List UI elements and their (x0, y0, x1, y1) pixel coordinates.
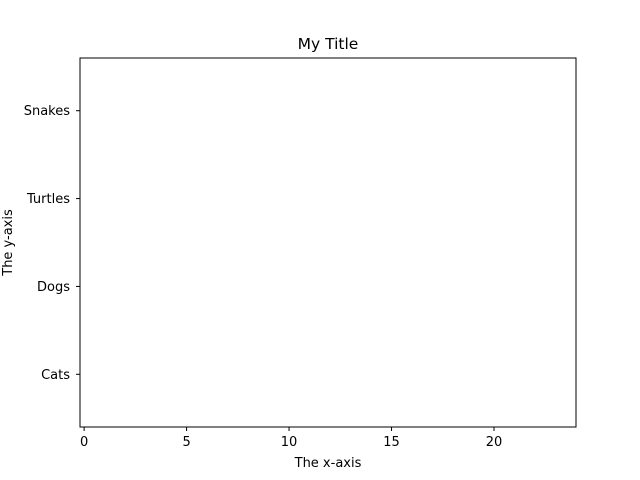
y-tick-label: Turtles (26, 192, 70, 207)
plot-area (79, 57, 577, 428)
y-tick-label: Dogs (37, 280, 70, 295)
x-tick-label: 15 (383, 435, 400, 450)
y-tick-label: Snakes (24, 104, 71, 119)
x-axis-label: The x-axis (294, 456, 362, 471)
y-tick-label: Cats (41, 368, 70, 383)
chart-title: My Title (298, 35, 359, 53)
x-tick-label: 5 (182, 435, 190, 450)
x-tick-label: 20 (486, 435, 503, 450)
y-axis-label: The y-axis (1, 209, 16, 277)
x-tick-label: 0 (80, 435, 88, 450)
y-axis-ticks: Cats Dogs Turtles Snakes (24, 104, 80, 383)
x-tick-label: 10 (281, 435, 298, 450)
x-axis-ticks: 0 5 10 15 20 (80, 427, 502, 450)
